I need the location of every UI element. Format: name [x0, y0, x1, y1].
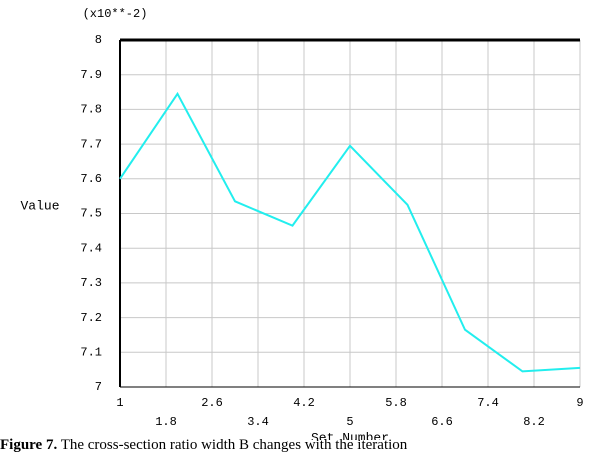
x-tick-label: 8.2	[523, 415, 545, 429]
y-tick-label: 8	[95, 33, 102, 47]
x-axis-label: Set Number	[311, 430, 389, 440]
y-tick-label: 7.7	[80, 137, 102, 151]
caption: Figure 7. The cross-section ratio width …	[0, 437, 407, 454]
y-tick-label: 7.9	[80, 68, 102, 82]
y-tick-label: 7.8	[80, 103, 102, 117]
scale-note: (x10**-2)	[83, 7, 148, 21]
y-tick-label: 7.4	[80, 241, 102, 255]
x-tick-label: 5	[346, 415, 353, 429]
y-tick-label: 7.1	[80, 345, 102, 359]
x-tick-label: 5.8	[385, 396, 407, 410]
x-tick-label: 1.8	[155, 415, 177, 429]
y-tick-label: 7.3	[80, 276, 102, 290]
data-line	[119, 91, 581, 373]
y-tick-label: 7.2	[80, 311, 102, 325]
y-tick-label: 7.6	[80, 172, 102, 186]
y-axis-label: Value	[20, 198, 59, 213]
x-tick-label: 6.6	[431, 415, 453, 429]
caption-label: Figure 7.	[0, 437, 58, 453]
x-tick-label: 4.2	[293, 396, 315, 410]
x-tick-label: 7.4	[477, 396, 499, 410]
chart: (x10**-2) Value Set Number 7 7.1 7.2 7.3 7.4…	[20, 7, 583, 440]
caption-text: The cross-section ratio width B changes …	[60, 437, 408, 453]
y-tick-label: 7.5	[80, 207, 102, 221]
x-tick-label: 3.4	[247, 415, 269, 429]
x-tick-label: 1	[116, 396, 123, 410]
y-tick-label: 7	[95, 380, 102, 394]
x-tick-label: 9	[576, 396, 583, 410]
x-tick-label: 2.6	[201, 396, 223, 410]
